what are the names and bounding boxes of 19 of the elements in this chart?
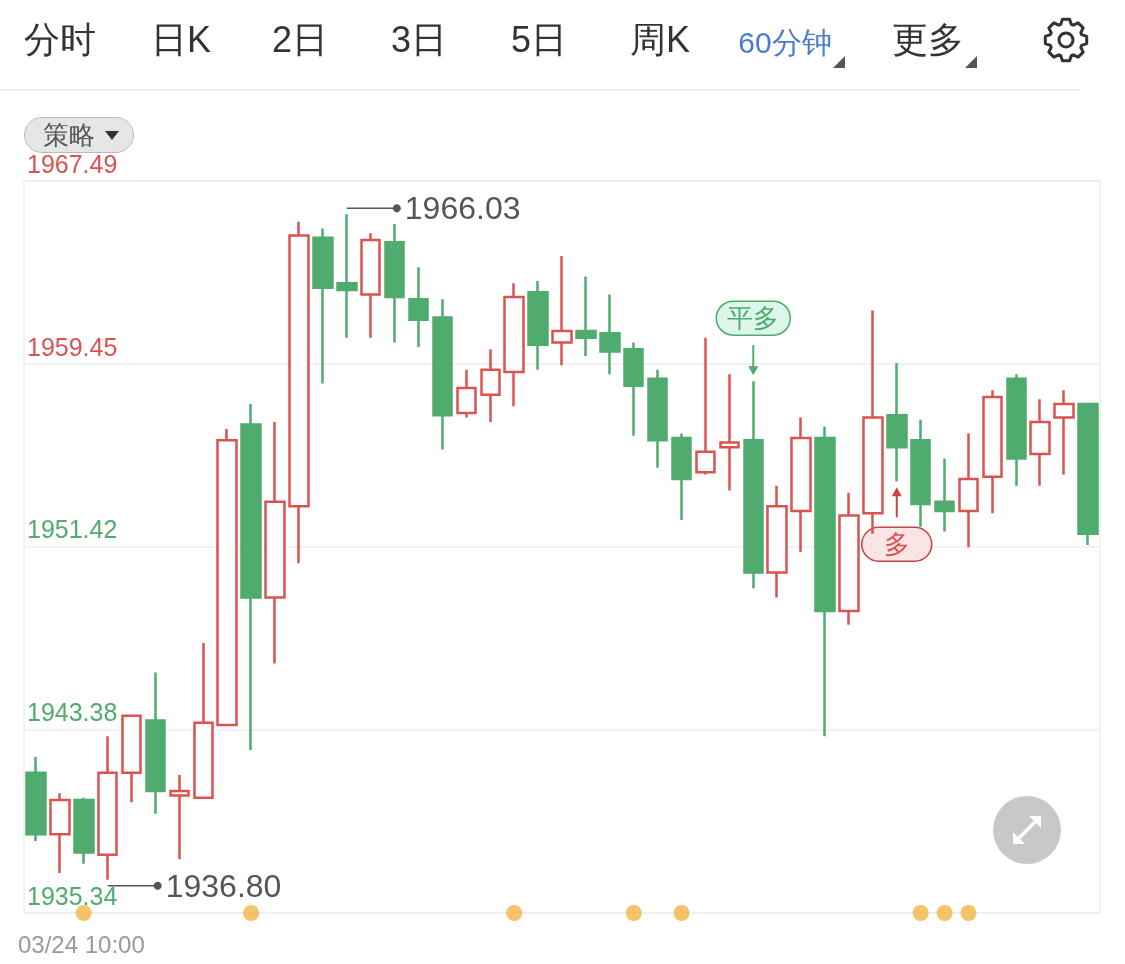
annotation: 1966.03: [404, 190, 521, 227]
annotation: 多: [883, 529, 910, 560]
annotation: 1936.80: [165, 867, 282, 904]
text: 2日: [271, 18, 329, 62]
text: 更多: [892, 18, 964, 62]
y-tick-label: 1959.45: [27, 332, 118, 361]
y-tick-label: 1943.38: [27, 698, 118, 727]
text: 03/24 10:00: [18, 930, 145, 960]
text: 3日: [390, 18, 448, 62]
annotation: 平多: [727, 303, 780, 334]
y-tick-label: 1935.34: [27, 881, 118, 910]
text: 5日: [510, 18, 568, 62]
text: 周K: [629, 18, 691, 62]
y-tick-label: 1951.42: [27, 515, 118, 544]
y-tick-label: 1967.49: [27, 149, 118, 178]
text: 60分钟: [738, 25, 832, 61]
text: 日K: [150, 18, 212, 62]
text: 分时: [24, 18, 96, 62]
text: 策略: [43, 119, 95, 152]
